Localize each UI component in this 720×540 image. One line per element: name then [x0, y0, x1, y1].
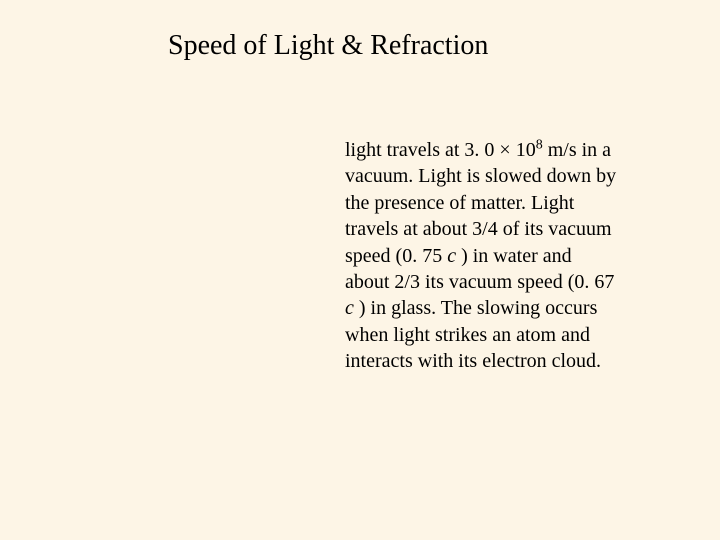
body-seg-5: ) in glass. The slowing occurs when ligh…: [345, 297, 601, 372]
slide-title: Speed of Light & Refraction: [168, 30, 488, 62]
body-seg-2: 10: [511, 139, 536, 161]
multiply-sign: ×: [499, 139, 510, 161]
exponent-8: 8: [536, 137, 543, 152]
slide: Speed of Light & Refraction light travel…: [0, 0, 720, 540]
italic-c-1: c: [447, 245, 456, 267]
body-seg-1: light travels at 3. 0: [345, 139, 499, 161]
italic-c-2: c: [345, 297, 354, 319]
body-paragraph: light travels at 3. 0 × 108 m/s in a vac…: [345, 137, 620, 375]
